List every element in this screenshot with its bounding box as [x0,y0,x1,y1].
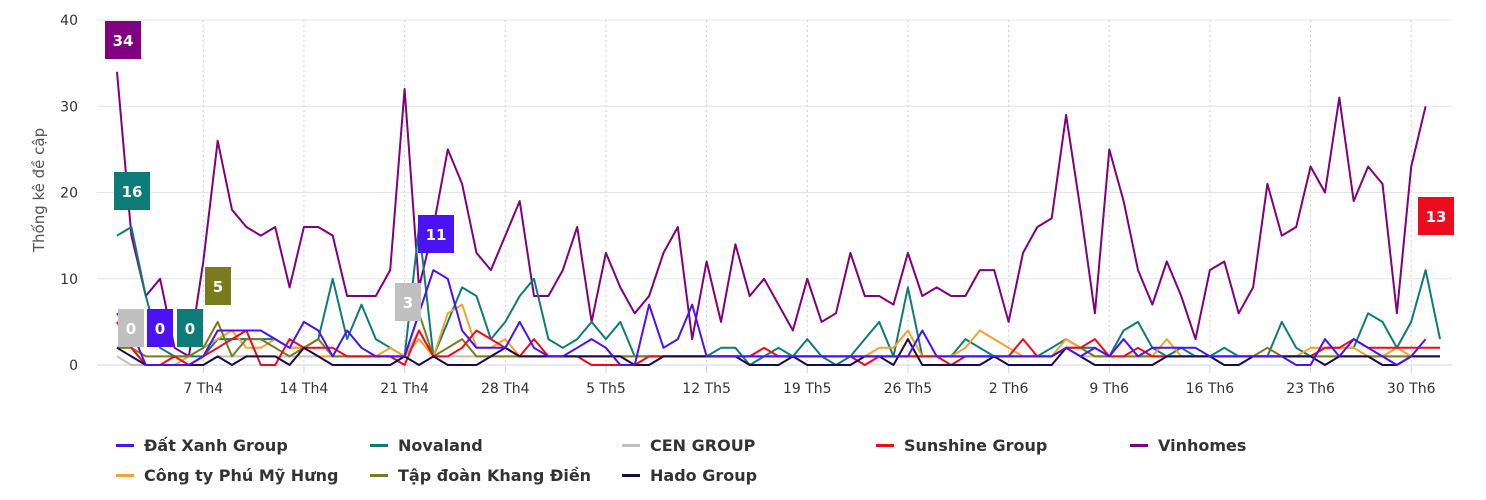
data-label-box [147,309,173,347]
legend-label: Công ty Phú Mỹ Hưng [144,466,339,485]
data-label-text: 0 [155,320,165,338]
legend-label: Novaland [398,436,483,455]
legend-label: CEN GROUP [650,436,756,455]
x-tick-label: 5 Th5 [586,381,626,397]
data-label: 13 [1418,197,1454,235]
series-line-vinhomes [116,71,1427,358]
legend-swatch [622,474,640,477]
legend-item[interactable]: Tập đoàn Khang Điền [370,466,591,485]
legend-swatch [876,444,894,447]
data-label-box [205,267,231,305]
legend-item[interactable]: CEN GROUP [622,436,755,455]
series-line-novaland [116,226,1441,366]
legend-item[interactable]: Công ty Phú Mỹ Hưng [116,466,338,485]
legend-swatch [622,444,640,447]
legend-swatch [116,474,134,477]
data-label: 0 [177,309,203,347]
legend-label: Đất Xanh Group [144,436,288,455]
data-label-box [177,309,203,347]
data-label-text: 0 [126,320,136,338]
data-label-text: 0 [185,320,195,338]
x-tick-label: 26 Th5 [884,381,933,397]
series-line-hado-group [116,338,1440,366]
data-label-text: 34 [113,32,134,50]
x-tick-label: 2 Th6 [989,381,1029,397]
data-label-box [105,21,141,59]
y-tick-label: 40 [60,13,78,29]
legend-label: Hado Group [650,466,758,485]
data-label: 0 [147,309,173,347]
legend-label: Sunshine Group [904,436,1048,455]
legend-label: Vinhomes [1158,436,1247,455]
x-tick-label: 30 Th6 [1387,381,1436,397]
data-label: 5 [205,267,231,305]
x-tick-label: 12 Th5 [682,381,731,397]
legend-item[interactable]: Novaland [370,436,483,455]
y-tick-label: 10 [60,272,78,288]
series-line-dat-xanh-group [116,269,1427,366]
grid [97,19,1452,366]
data-label-text: 16 [122,183,143,201]
y-tick-label: 20 [60,186,78,202]
data-label: 34 [105,21,141,59]
x-tick-label: 19 Th5 [783,381,832,397]
x-tick-label: 9 Th6 [1089,381,1129,397]
data-label-box [118,309,144,347]
y-tick-label: 30 [60,99,78,115]
legend-swatch [370,444,388,447]
x-tick-label: 21 Th4 [380,381,429,397]
legend-item[interactable]: Đất Xanh Group [116,436,288,455]
x-tick-label: 23 Th6 [1286,381,1335,397]
data-label-box [418,215,454,253]
data-label: 3 [395,283,421,321]
data-label-text: 3 [403,294,413,312]
legend-swatch [370,474,388,477]
legend: Đất Xanh Group Novaland CEN GROUP Sunshine … [0,420,1486,490]
x-tick-label: 7 Th4 [183,381,223,397]
data-label-box [114,172,150,210]
y-axis-title: Thống kê đề cập [30,128,48,253]
data-label-box [395,283,421,321]
x-tick-label: 14 Th4 [280,381,329,397]
y-tick-label: 0 [69,358,78,374]
legend-swatch [116,444,134,447]
series-lines [116,71,1441,366]
legend-item[interactable]: Vinhomes [1130,436,1246,455]
data-labels: 34 16 0 0 0 5 3 11 13 [105,21,1454,347]
legend-swatch [1130,444,1148,447]
data-label-text: 11 [426,226,447,244]
data-label-box [1418,197,1454,235]
x-tick-label: 16 Th6 [1186,381,1235,397]
series-line-tap-doan-khang-dien [117,312,1440,358]
legend-label: Tập đoàn Khang Điền [398,466,592,485]
data-label-text: 13 [1426,208,1447,226]
x-tick-label: 28 Th4 [481,381,530,397]
data-label: 11 [418,215,454,253]
legend-item[interactable]: Sunshine Group [876,436,1047,455]
data-label-text: 5 [213,278,223,296]
data-label: 0 [118,309,144,347]
data-label: 16 [114,172,150,210]
legend-item[interactable]: Hado Group [622,466,757,485]
